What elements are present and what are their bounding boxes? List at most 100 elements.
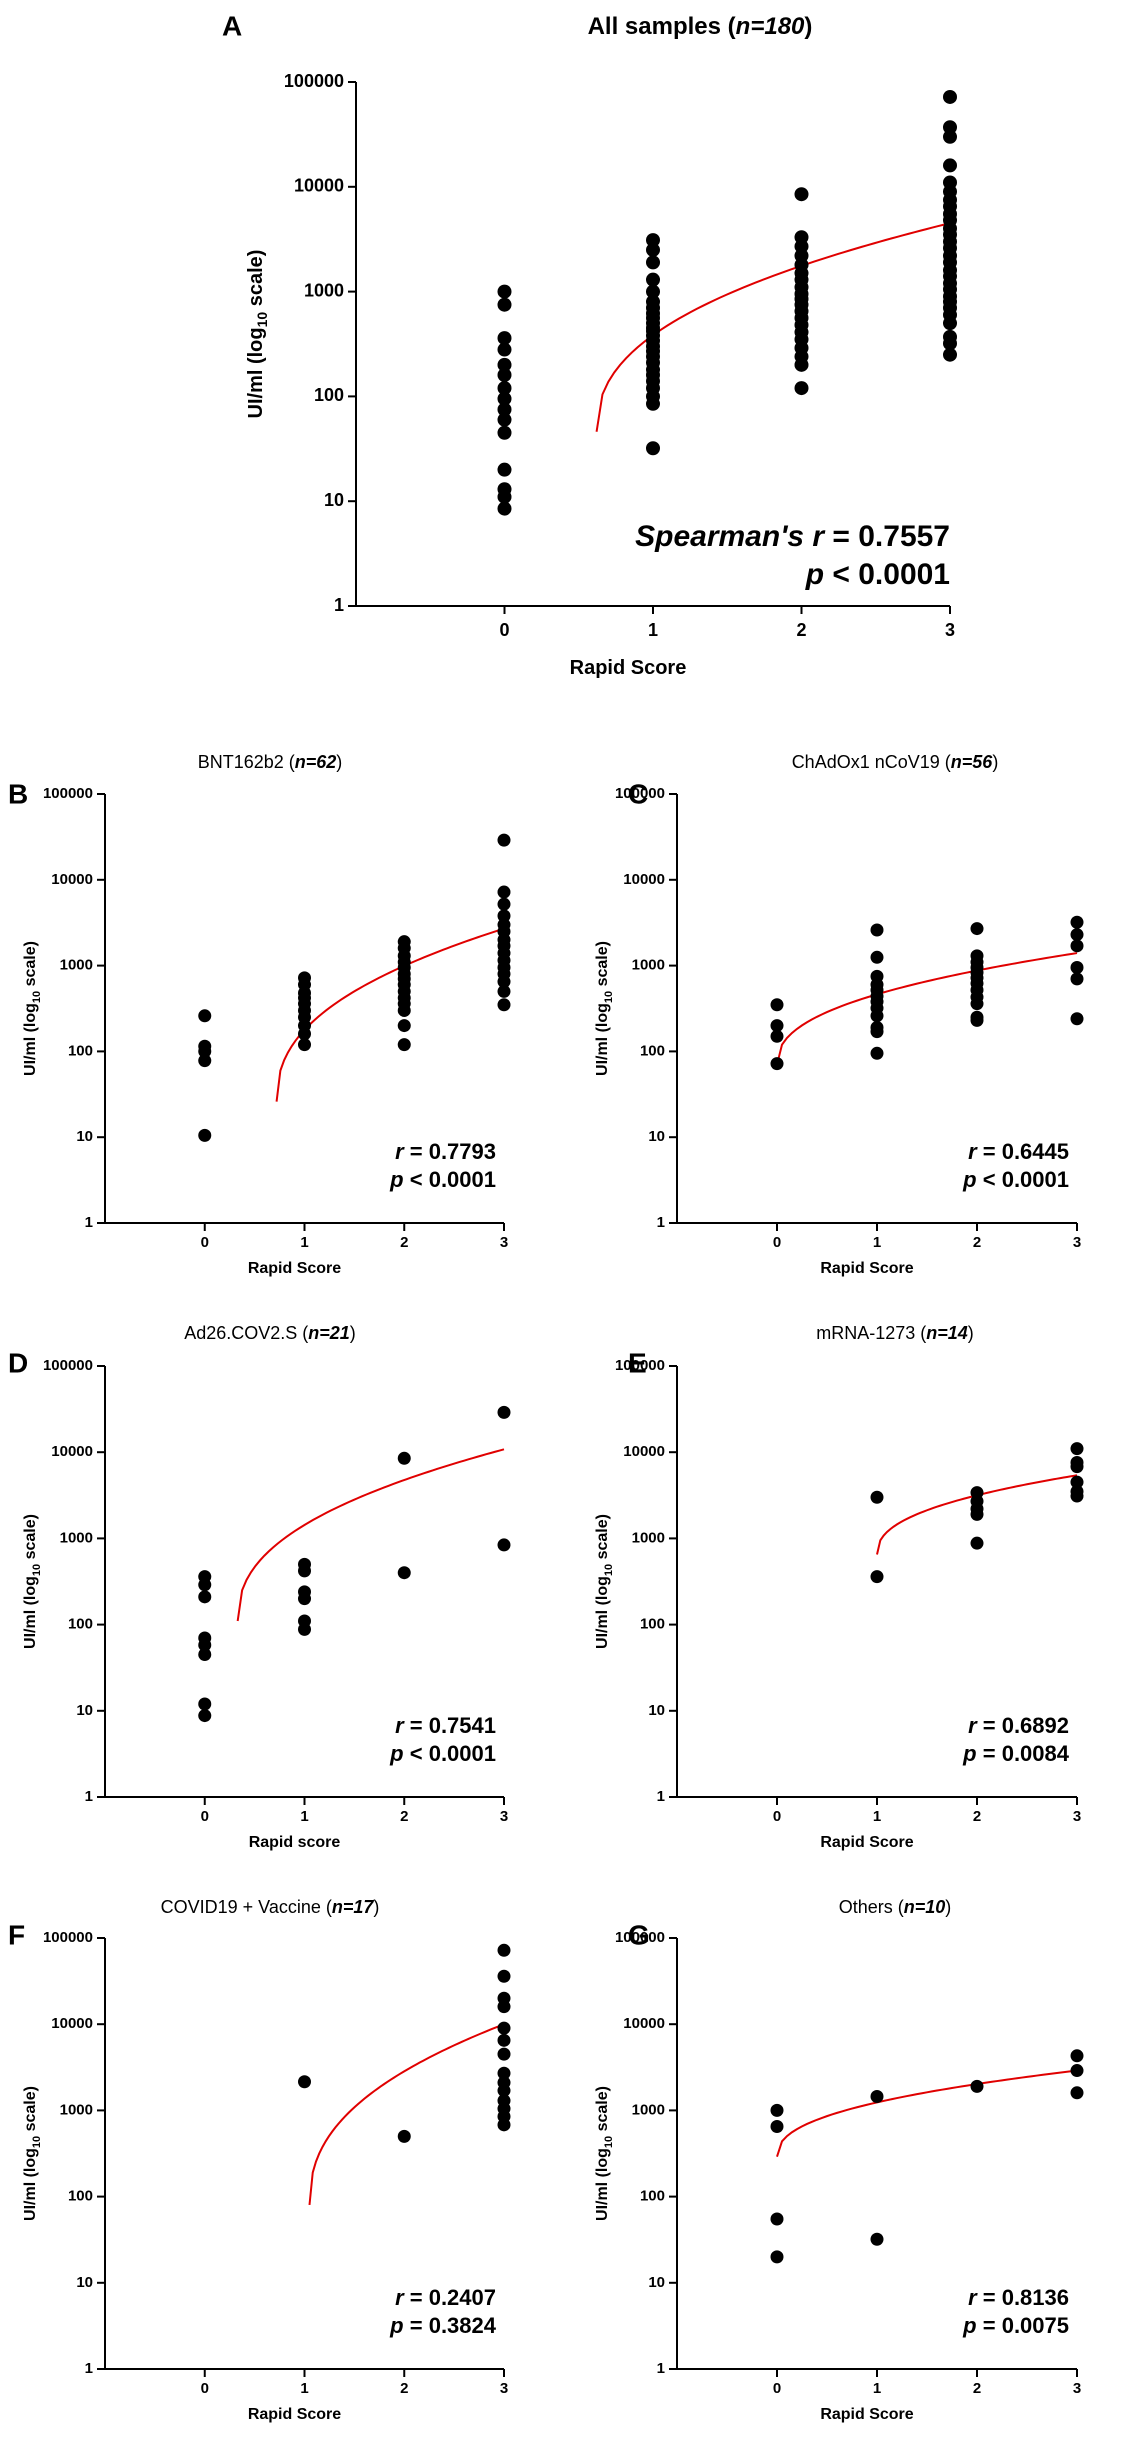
data-point [646, 284, 660, 299]
panel-letter: F [8, 1919, 25, 1950]
data-point [646, 242, 660, 257]
panel-a: A All samples (n=180)11010010001000010000… [222, 10, 957, 679]
x-tick-label: 2 [400, 2380, 408, 2397]
x-tick-label: 0 [201, 1808, 209, 1825]
y-label-part: UI/ml (log [245, 327, 267, 418]
panel-letter: B [8, 778, 28, 809]
title-paren-open: ( [721, 13, 736, 40]
fit-curve [275, 927, 505, 1102]
title-name: Ad26.COV2.S [184, 1323, 297, 1343]
data-point [770, 998, 784, 1012]
stat-r-label: r [395, 1713, 405, 1738]
title-name: mRNA-1273 [816, 1323, 915, 1343]
data-point [497, 501, 512, 516]
stat-p-op: < [977, 1167, 1002, 1192]
stat-r-eq: = [404, 1139, 429, 1164]
y-tick-label: 1 [85, 1788, 93, 1805]
data-point [794, 381, 809, 396]
y-label-subscript: 10 [31, 991, 43, 1003]
x-tick-label: 3 [1073, 1808, 1081, 1825]
stat-p-value: 0.0001 [1002, 1167, 1069, 1192]
data-point [497, 381, 512, 396]
fit-curve [236, 1448, 505, 1622]
title-n-label: n=14 [926, 1323, 968, 1343]
data-point [298, 2075, 311, 2089]
y-label-subscript: 10 [603, 2136, 615, 2148]
data-point [497, 1943, 511, 1957]
stat-p-value: 0.0075 [1002, 2313, 1069, 2338]
title-paren-close: ) [992, 752, 998, 772]
y-label-part: UI/ml (log [22, 1003, 39, 1076]
data-point [1070, 2049, 1084, 2063]
stat-p-value: 0.0001 [858, 558, 950, 591]
data-point [1070, 972, 1084, 986]
panel-letter: C [628, 778, 648, 809]
y-tick-label: 100000 [615, 1357, 665, 1374]
x-tick-label: 0 [773, 1808, 781, 1825]
data-point [646, 233, 660, 248]
y-tick-label: 1000 [632, 2101, 665, 2118]
data-point [198, 1697, 212, 1711]
data-point [198, 1009, 212, 1023]
stat-r-eq: = [824, 520, 858, 553]
stat-r-eq: = [977, 1713, 1002, 1738]
title-n-label: n=56 [951, 752, 994, 772]
x-tick-label: 2 [973, 1808, 981, 1825]
data-point [1070, 2086, 1084, 2100]
data-point [970, 1013, 984, 1027]
panel-letter: G [628, 1919, 650, 1950]
y-tick-label: 1 [657, 1214, 665, 1231]
data-point [646, 272, 660, 287]
data-point [870, 2232, 884, 2246]
chart-title: Others (n=10) [839, 1897, 952, 1917]
data-point [298, 1592, 311, 1606]
stat-p: p = 0.0075 [962, 2313, 1069, 2338]
y-tick-label: 1000 [632, 957, 665, 974]
data-point [970, 1536, 984, 1550]
y-label-part: scale) [245, 250, 267, 312]
title-n-label: n=180 [736, 13, 805, 40]
x-tick-label: 3 [945, 620, 955, 640]
chart-title: COVID19 + Vaccine (n=17) [161, 1897, 380, 1917]
y-label-part: scale) [594, 941, 611, 991]
stat-p-op: = [404, 2313, 429, 2338]
data-point [497, 2066, 511, 2080]
y-label-part: scale) [22, 941, 39, 991]
y-label-subscript: 10 [31, 1564, 43, 1576]
y-tick-label: 1 [334, 595, 344, 615]
data-point [770, 2212, 784, 2226]
y-tick-label: 100000 [284, 71, 344, 91]
x-axis-label: Rapid Score [820, 1260, 913, 1277]
x-tick-label: 3 [500, 1234, 508, 1251]
data-point [397, 2129, 411, 2143]
data-point [794, 187, 809, 202]
x-tick-label: 2 [973, 2380, 981, 2397]
x-tick-label: 1 [873, 2380, 881, 2397]
stat-p: p = 0.3824 [389, 2313, 497, 2338]
y-label-part: UI/ml (log [594, 1003, 611, 1076]
data-point [397, 1038, 411, 1052]
y-tick-label: 100000 [615, 1929, 665, 1946]
stat-r: r = 0.7541 [395, 1713, 496, 1738]
stat-p-op: < [404, 1741, 429, 1766]
stat-p: p < 0.0001 [805, 558, 950, 591]
data-point [770, 1029, 784, 1043]
x-tick-label: 2 [400, 1234, 408, 1251]
stat-p-label: p [389, 2313, 403, 2338]
stat-p-op: = [977, 2313, 1002, 2338]
y-tick-label: 10000 [51, 871, 93, 888]
y-label-part: scale) [594, 1514, 611, 1564]
x-tick-label: 3 [1073, 2380, 1081, 2397]
y-tick-label: 1 [85, 1214, 93, 1231]
title-paren-open: ( [915, 1323, 926, 1343]
title-name: Others [839, 1897, 893, 1917]
stat-r-value: 0.7793 [429, 1139, 496, 1164]
x-axis-label: Rapid Score [248, 1260, 341, 1277]
data-point [497, 897, 511, 911]
title-name: All samples [588, 13, 721, 40]
y-label-part: UI/ml (log [594, 1576, 611, 1649]
data-point [497, 368, 512, 383]
y-axis-label: UI/ml (log10 scale) [22, 1514, 43, 1649]
